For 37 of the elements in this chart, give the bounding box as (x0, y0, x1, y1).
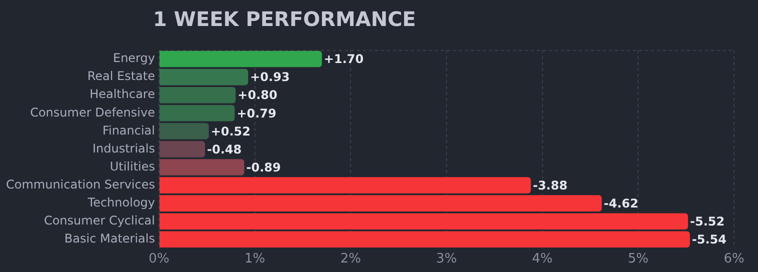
bar (160, 104, 235, 122)
data-label: -0.89 (246, 160, 281, 174)
y-tick-label: Real Estate (87, 69, 155, 84)
bar (160, 86, 236, 104)
y-tick-label: Energy (112, 51, 155, 66)
x-tick-label: 4% (532, 252, 553, 267)
data-label: -0.48 (207, 142, 242, 156)
y-tick-label: Industrials (92, 141, 155, 156)
y-tick-label: Consumer Defensive (30, 105, 155, 120)
data-label: +0.79 (236, 106, 276, 120)
data-label: +1.70 (324, 52, 364, 66)
y-tick-label: Technology (86, 195, 155, 210)
x-tick-label: 5% (628, 252, 648, 267)
y-tick-label: Utilities (110, 159, 155, 174)
x-tick-label: 0% (148, 252, 170, 267)
bar (160, 141, 205, 158)
data-label: +0.93 (250, 70, 290, 84)
y-tick-label: Consumer Cyclical (44, 213, 155, 228)
data-label: +0.52 (210, 124, 251, 138)
x-tick-label: 2% (340, 252, 361, 267)
x-tick-label: 1% (244, 252, 266, 267)
data-label: -4.62 (604, 196, 638, 210)
data-label: -3.88 (532, 178, 568, 192)
y-tick-label: Basic Materials (64, 232, 155, 246)
bar (160, 159, 244, 176)
data-label: -5.54 (692, 232, 727, 247)
bar (160, 123, 209, 140)
y-tick-label: Financial (102, 123, 155, 138)
bar (160, 50, 322, 68)
bar (160, 68, 248, 86)
y-tick-label: Healthcare (90, 87, 155, 102)
x-tick-label: 3% (436, 252, 457, 267)
chart-title: 1 WEEK PERFORMANCE (153, 7, 416, 31)
x-tick-label: 6% (724, 252, 744, 267)
data-label: +0.80 (238, 88, 278, 102)
y-tick-label: Communication Services (6, 177, 155, 192)
data-label: -5.52 (690, 214, 725, 228)
